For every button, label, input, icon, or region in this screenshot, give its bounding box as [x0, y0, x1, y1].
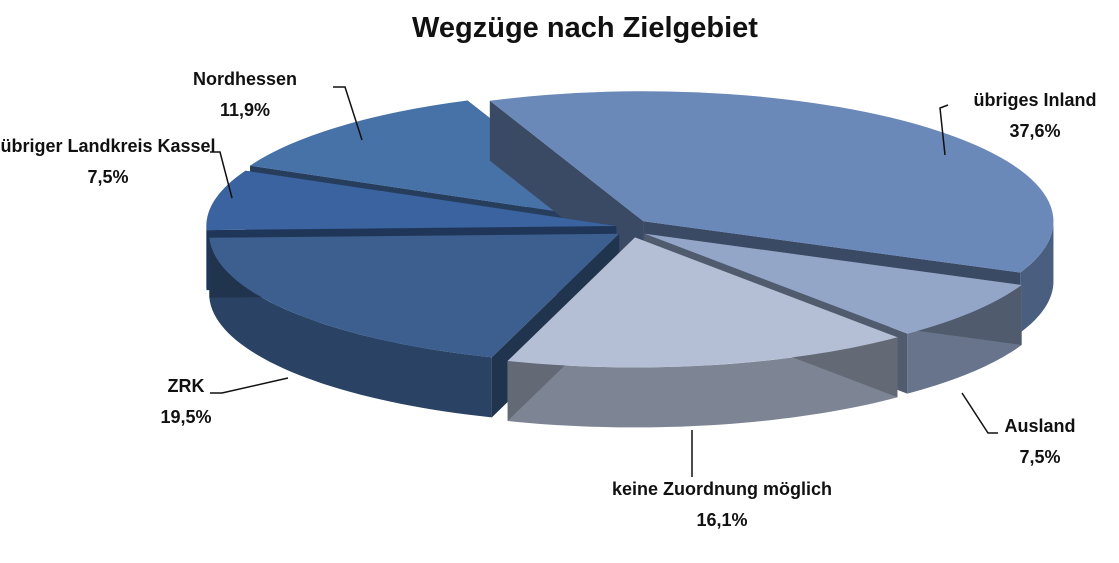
- category-label: keine Zuordnung möglich: [612, 479, 832, 499]
- category-label: Nordhessen: [192, 69, 298, 89]
- value-label: 16,1%: [696, 510, 748, 530]
- slice: [644, 233, 1022, 334]
- slice-side: [209, 237, 492, 418]
- value-label: 7,5%: [87, 167, 129, 187]
- leader-line: [961, 392, 998, 434]
- value-label: 37,6%: [1009, 121, 1061, 141]
- value-label: 11,9%: [219, 100, 271, 120]
- chart-title: Wegzüge nach Zielgebiet: [412, 12, 758, 44]
- category-label: ZRK: [167, 376, 205, 396]
- value-label: 19,5%: [160, 407, 212, 427]
- slice-side-shade: [209, 237, 492, 418]
- leader-line: [939, 104, 949, 156]
- slice: [209, 233, 620, 358]
- slice-label: Ausland 7,5%: [950, 411, 1119, 473]
- slice-label: Nordhessen 11,9%: [170, 64, 320, 126]
- category-label: Ausland: [1004, 416, 1076, 436]
- slice-label: übriges Inland 37,6%: [945, 85, 1119, 147]
- slice-group: [507, 237, 898, 428]
- slice: [507, 237, 898, 368]
- slice-side: [1020, 221, 1054, 333]
- slice-label: keine Zuordnung möglich 16,1%: [602, 474, 842, 536]
- slice-label: ZRK 19,5%: [136, 371, 236, 433]
- value-label: 7,5%: [1019, 447, 1061, 467]
- leader-line: [210, 377, 289, 394]
- leader-line: [210, 151, 233, 199]
- slice-side-shade: [1020, 221, 1054, 333]
- category-label: übriger Landkreis Kassel: [0, 136, 216, 156]
- slice: [489, 91, 1054, 273]
- leader-line: [333, 86, 363, 141]
- slice: [206, 170, 617, 231]
- category-label: übriges Inland: [973, 90, 1097, 110]
- slice-label: übriger Landkreis Kassel 7,5%: [0, 131, 216, 193]
